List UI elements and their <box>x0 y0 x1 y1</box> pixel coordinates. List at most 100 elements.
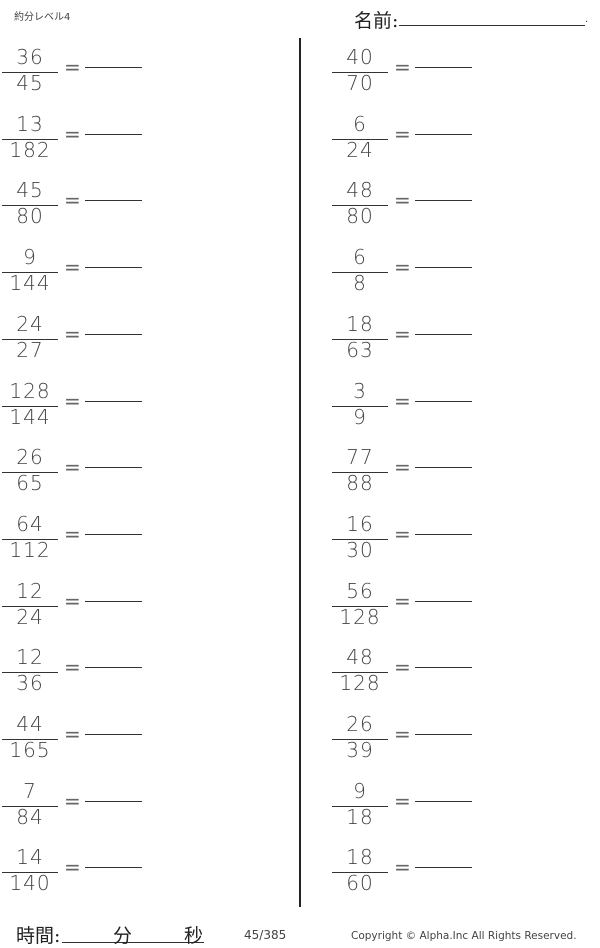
answer-blank[interactable] <box>85 200 142 202</box>
time-field[interactable] <box>62 942 204 943</box>
numerator: 26 <box>346 712 374 736</box>
denominator: 9 <box>353 404 367 429</box>
fraction-bar <box>332 338 388 340</box>
answer-blank[interactable] <box>415 533 472 535</box>
equals-sign: = <box>394 655 411 680</box>
equals-sign: = <box>64 788 81 813</box>
seconds-label: 秒 <box>184 925 204 947</box>
numerator: 6 <box>353 245 367 270</box>
answer-blank[interactable] <box>85 734 142 735</box>
denominator: 128 <box>339 671 381 696</box>
answer-blank[interactable] <box>85 400 142 402</box>
answer-blank[interactable] <box>415 333 472 335</box>
fraction-bar <box>2 138 58 140</box>
fraction-bar <box>332 672 388 674</box>
fraction-problem: 12 24 = <box>2 578 202 642</box>
denominator: 88 <box>346 471 374 496</box>
numerator: 40 <box>346 45 374 69</box>
answer-blank[interactable] <box>85 800 142 802</box>
fraction-bar <box>2 872 58 874</box>
answer-blank[interactable] <box>85 333 142 335</box>
answer-blank[interactable] <box>415 267 472 269</box>
equals-sign: = <box>394 121 411 146</box>
fraction-bar <box>332 205 388 207</box>
answer-blank[interactable] <box>415 867 472 869</box>
answer-blank[interactable] <box>415 67 472 68</box>
fraction-problem: 48 128 = <box>332 645 532 708</box>
numerator: 18 <box>346 311 374 336</box>
fraction-bar <box>2 272 58 274</box>
numerator: 48 <box>346 645 374 670</box>
minutes-label: 分 <box>113 925 133 947</box>
equals-sign: = <box>64 855 81 880</box>
answer-blank[interactable] <box>415 133 472 135</box>
column-divider <box>299 38 301 907</box>
fraction-bar <box>2 605 58 607</box>
numerator: 48 <box>346 178 374 203</box>
denominator: 39 <box>346 738 374 762</box>
answer-blank[interactable] <box>415 600 472 602</box>
numerator: 45 <box>16 178 44 203</box>
equals-sign: = <box>394 722 411 746</box>
numerator: 12 <box>16 578 44 603</box>
numerator: 12 <box>16 645 44 670</box>
equals-sign: = <box>394 455 411 480</box>
denominator: 182 <box>9 137 51 162</box>
equals-sign: = <box>394 855 411 880</box>
equals-sign: = <box>64 255 81 280</box>
answer-blank[interactable] <box>85 600 142 602</box>
answer-blank[interactable] <box>85 133 142 135</box>
page-number: 45/385 <box>244 928 287 942</box>
answer-blank[interactable] <box>85 467 142 469</box>
name-end-dot: . <box>585 14 589 25</box>
answer-blank[interactable] <box>85 667 142 669</box>
numerator: 9 <box>23 245 37 270</box>
fraction-bar <box>332 605 388 607</box>
denominator: 60 <box>346 871 374 896</box>
denominator: 128 <box>339 604 381 629</box>
worksheet-title: 約分レベル4 <box>14 12 71 23</box>
equals-sign: = <box>394 521 411 546</box>
fraction-bar <box>332 872 388 874</box>
fraction-bar <box>332 538 388 540</box>
fraction-problem: 36 45 = <box>2 45 202 108</box>
answer-blank[interactable] <box>415 400 472 402</box>
numerator: 56 <box>346 578 374 603</box>
numerator: 44 <box>16 712 44 736</box>
fraction-problem: 14 140 = <box>2 845 202 908</box>
denominator: 63 <box>346 337 374 362</box>
answer-blank[interactable] <box>415 800 472 802</box>
time-label: 時間: <box>16 925 61 947</box>
numerator: 3 <box>353 378 367 403</box>
answer-blank[interactable] <box>85 867 142 869</box>
fraction-bar <box>332 405 388 407</box>
answer-blank[interactable] <box>85 67 142 68</box>
fraction-problem: 18 60 = <box>332 845 532 908</box>
numerator: 18 <box>346 845 374 870</box>
answer-blank[interactable] <box>85 533 142 535</box>
name-field[interactable] <box>399 25 585 26</box>
denominator: 24 <box>346 137 374 162</box>
equals-sign: = <box>64 121 81 146</box>
fraction-bar <box>332 739 388 740</box>
equals-sign: = <box>64 521 81 546</box>
equals-sign: = <box>394 388 411 413</box>
numerator: 128 <box>9 378 51 403</box>
answer-blank[interactable] <box>415 667 472 669</box>
fraction-bar <box>2 405 58 407</box>
denominator: 165 <box>9 738 51 762</box>
equals-sign: = <box>394 788 411 813</box>
equals-sign: = <box>394 588 411 613</box>
answer-blank[interactable] <box>415 467 472 469</box>
denominator: 36 <box>16 671 44 696</box>
denominator: 65 <box>16 471 44 496</box>
answer-blank[interactable] <box>85 267 142 269</box>
answer-blank[interactable] <box>415 734 472 735</box>
numerator: 24 <box>16 311 44 336</box>
fraction-problem: 6 24 = <box>332 112 532 175</box>
numerator: 16 <box>346 511 374 536</box>
equals-sign: = <box>394 55 411 79</box>
answer-blank[interactable] <box>415 200 472 202</box>
numerator: 13 <box>16 111 44 136</box>
copyright: Copyright © Alpha.Inc All Rights Reserve… <box>351 930 577 942</box>
